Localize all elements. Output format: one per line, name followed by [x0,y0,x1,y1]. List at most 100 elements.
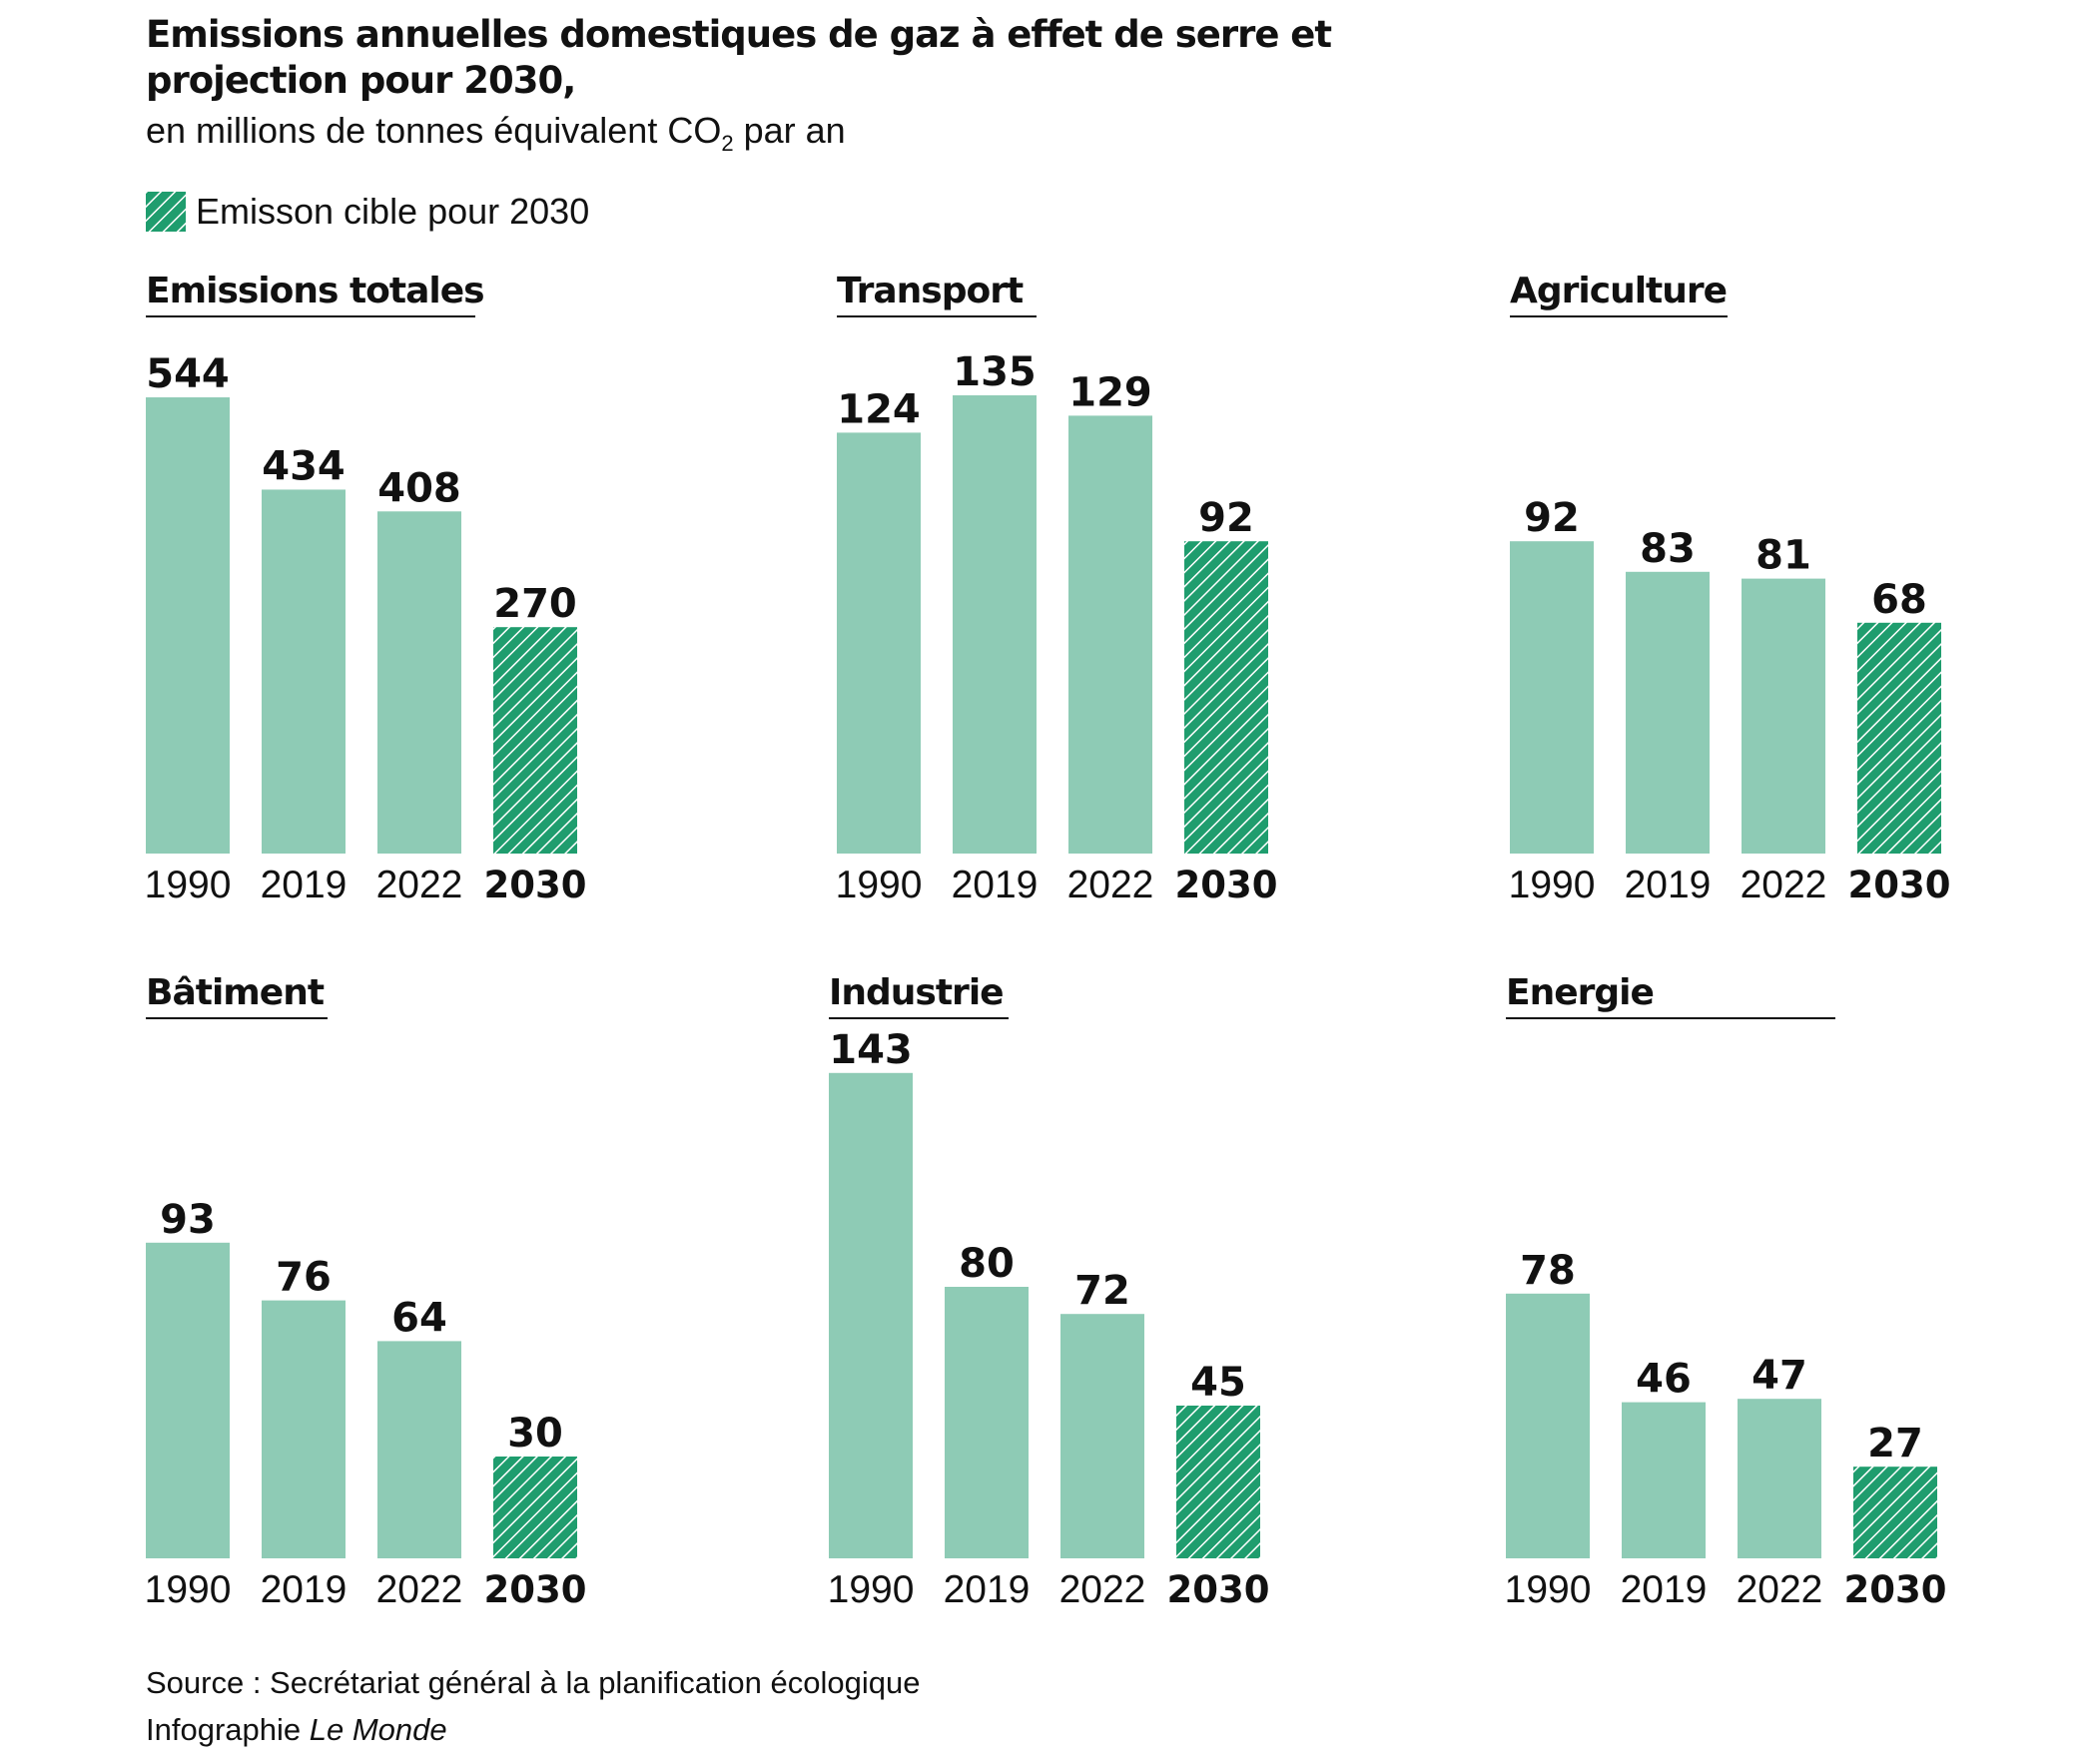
category-label: 2019 [1625,864,1712,906]
value-label: 92 [1524,495,1580,541]
legend-swatch-hatched [146,192,186,232]
panel-emissions-totales: Emissions totales 544 1990 434 2019 408 2022 2… [145,270,705,968]
source-note: Source : Secrétariat général à la planif… [146,1665,921,1700]
bar-target-2030 [1184,541,1268,854]
bar-1990 [837,432,921,854]
panel-batiment: Bâtiment 93 1990 76 2019 64 2022 30 2030 [145,971,705,1670]
bar-target-2030 [1857,622,1941,854]
value-label: 135 [953,349,1037,395]
panel-transport: Transport 124 1990 135 2019 129 2022 92 2030 [836,270,1396,968]
value-label: 270 [493,581,577,627]
bar-1990 [1510,541,1594,854]
category-label: 2022 [376,864,463,906]
bar-chart: 78 1990 46 2019 47 2022 27 2030 [1505,1248,1947,1611]
panel-title-underline [829,1017,1009,1019]
bar-target-2030 [1176,1406,1260,1558]
value-label: 544 [146,351,230,397]
category-label: 1990 [145,864,232,906]
bar-2019 [945,1287,1029,1558]
category-label: 2022 [1741,864,1827,906]
bar-chart: 124 1990 135 2019 129 2022 92 2030 [836,349,1278,906]
panel-title: Energie [1506,972,1655,1013]
panel-title: Industrie [829,972,1005,1013]
footer: Source : Secrétariat général à la planif… [146,1659,920,1753]
bar-2022 [1738,1399,1821,1558]
panel-title-underline [146,1017,328,1019]
bar-2019 [1622,1402,1706,1558]
subtitle-text: en millions de tonnes équivalent CO [146,110,722,151]
category-label: 1990 [828,1568,915,1611]
chart-subtitle: en millions de tonnes équivalent CO2 par… [146,108,846,167]
bar-1990 [829,1072,913,1558]
panel-title-underline [1506,1017,1835,1019]
value-label: 27 [1867,1421,1923,1467]
panel-title: Agriculture [1510,271,1728,311]
value-label: 143 [829,1027,913,1073]
credit-prefix: Infographie [146,1712,310,1747]
bar-2022 [1742,578,1825,854]
bar-2019 [262,489,346,854]
panel-title: Bâtiment [146,972,325,1013]
subtitle-suffix: par an [733,110,846,151]
value-label: 93 [160,1197,216,1243]
bar-chart: 544 1990 434 2019 408 2022 270 2030 [145,351,587,906]
bar-1990 [1506,1293,1590,1558]
category-label: 2030 [484,864,587,906]
bar-2019 [953,395,1037,854]
bar-1990 [146,1242,230,1558]
value-label: 72 [1074,1268,1130,1314]
category-label: 2019 [952,864,1039,906]
value-label: 30 [507,1411,563,1457]
panel-title-underline [146,315,475,317]
chart-title: Emissions annuelles domestiques de gaz à… [146,13,1332,102]
bar-target-2030 [493,627,577,854]
legend-label: Emisson cible pour 2030 [196,191,590,232]
value-label: 64 [391,1295,447,1341]
legend: Emisson cible pour 2030 [146,190,589,234]
credit-note: Infographie Le Monde [146,1706,920,1753]
category-label: 1990 [836,864,923,906]
bar-2022 [1060,1314,1144,1558]
category-label: 2022 [1737,1568,1823,1611]
bar-1990 [146,397,230,854]
credit-brand: Le Monde [309,1712,447,1747]
category-label: 1990 [145,1568,232,1611]
value-label: 92 [1198,495,1254,541]
bar-chart: 143 1990 80 2019 72 2022 45 2030 [828,1027,1270,1611]
bar-target-2030 [1853,1467,1937,1558]
category-label: 1990 [1505,1568,1592,1611]
value-label: 124 [837,386,921,432]
value-label: 83 [1640,526,1696,572]
value-label: 47 [1751,1353,1807,1399]
category-label: 1990 [1509,864,1596,906]
panel-industrie: Industrie 143 1990 80 2019 72 2022 45 2030 [828,971,1388,1670]
value-label: 78 [1520,1248,1576,1294]
value-label: 434 [262,443,346,489]
bar-2022 [1068,415,1152,854]
subtitle-subscript: 2 [721,131,734,157]
panel-title-underline [1510,315,1728,317]
value-label: 408 [377,465,461,511]
panel-title: Emissions totales [146,271,485,311]
category-label: 2019 [261,1568,348,1611]
bar-2019 [262,1300,346,1558]
bar-target-2030 [493,1457,577,1558]
category-label: 2022 [1059,1568,1146,1611]
bar-2022 [377,1341,461,1558]
category-label: 2030 [1167,1568,1270,1611]
value-label: 68 [1871,577,1927,623]
panel-agriculture: Agriculture 92 1990 83 2019 81 2022 68 2030 [1509,270,2069,968]
value-label: 80 [959,1241,1015,1287]
value-label: 46 [1636,1357,1692,1403]
category-label: 2030 [1848,864,1951,906]
category-label: 2019 [1621,1568,1708,1611]
value-label: 76 [276,1255,332,1301]
panel-energie: Energie 78 1990 46 2019 47 2022 27 2030 [1505,971,2065,1670]
category-label: 2019 [944,1568,1031,1611]
bar-chart: 92 1990 83 2019 81 2022 68 2030 [1509,495,1951,906]
category-label: 2022 [1067,864,1154,906]
value-label: 45 [1190,1360,1246,1406]
category-label: 2030 [1175,864,1278,906]
category-label: 2030 [1844,1568,1947,1611]
bar-2022 [377,511,461,854]
